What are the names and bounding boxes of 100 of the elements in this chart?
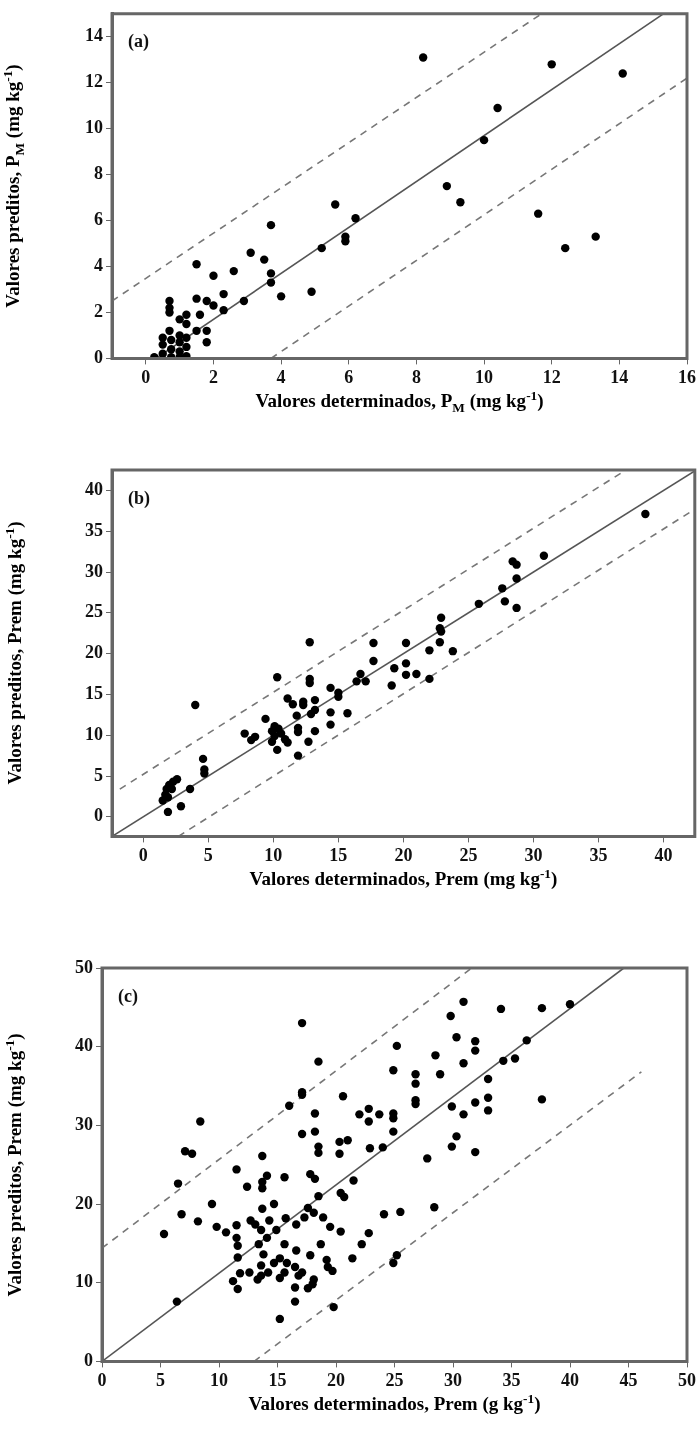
point xyxy=(209,301,218,310)
y-tick-label: 6 xyxy=(94,209,103,230)
point xyxy=(276,292,286,301)
y-tick-label: 0 xyxy=(94,347,103,368)
x-axis-title: Valores determinados, Prem (mg kg$^{-1}$) xyxy=(248,866,559,891)
point xyxy=(192,326,201,336)
x-tick-label: 15 xyxy=(268,1369,287,1390)
x-tick-label: 12 xyxy=(542,366,561,387)
y-tick-label: 30 xyxy=(75,1114,93,1135)
annotation: (c) xyxy=(118,985,138,1007)
x-tick-label: 6 xyxy=(344,366,354,387)
y-tick-label: 2 xyxy=(94,301,103,322)
point xyxy=(307,287,316,296)
y-tick-label: 10 xyxy=(75,1271,93,1292)
point xyxy=(442,181,452,191)
x-tick-label: 16 xyxy=(678,366,696,387)
point xyxy=(192,260,201,269)
x-tick-label: 45 xyxy=(619,1369,638,1390)
x-tick-label: 0 xyxy=(141,366,151,387)
annotation: (a) xyxy=(128,31,149,53)
point xyxy=(317,243,326,253)
point xyxy=(175,315,184,324)
x-tick-label: 10 xyxy=(264,844,283,865)
point xyxy=(202,338,211,347)
point xyxy=(341,237,350,246)
x-tick-label: 0 xyxy=(138,844,148,865)
point xyxy=(618,69,627,78)
y-tick-label: 10 xyxy=(85,117,103,138)
x-tick-label: 4 xyxy=(276,366,286,387)
point xyxy=(229,266,238,276)
y-tick-label: 14 xyxy=(85,25,103,46)
point xyxy=(493,103,502,113)
y-tick-label: 20 xyxy=(75,1192,93,1213)
x-tick-label: 25 xyxy=(385,1369,404,1390)
x-tick-label: 20 xyxy=(327,1369,345,1390)
point xyxy=(266,269,276,278)
y-tick-label: 0 xyxy=(94,805,103,826)
x-tick-label: 30 xyxy=(444,1369,462,1390)
y-tick-label: 10 xyxy=(85,723,103,744)
y-tick-label: 40 xyxy=(75,1035,93,1056)
x-tick-label: 40 xyxy=(654,844,673,865)
y-tick-label: 50 xyxy=(75,956,93,977)
y-tick-label: 0 xyxy=(84,1350,93,1371)
point xyxy=(418,53,428,62)
point xyxy=(351,214,360,223)
y-tick-label: 8 xyxy=(94,163,103,184)
y-tick-label: 35 xyxy=(85,519,103,540)
point xyxy=(266,220,276,230)
point xyxy=(547,60,556,69)
x-tick-label: 10 xyxy=(210,1369,228,1390)
point xyxy=(266,278,276,287)
y-tick-label: 15 xyxy=(85,683,103,704)
point xyxy=(175,338,184,347)
x-tick-label: 10 xyxy=(475,366,494,387)
point xyxy=(219,305,228,315)
point xyxy=(182,319,191,329)
point xyxy=(561,243,570,253)
x-tick-label: 25 xyxy=(459,844,478,865)
y-tick-label: 4 xyxy=(94,255,103,276)
point xyxy=(166,335,176,345)
x-tick-label: 5 xyxy=(156,1369,165,1390)
point xyxy=(195,310,205,319)
x-tick-label: 15 xyxy=(329,844,348,865)
point xyxy=(192,294,201,303)
point xyxy=(166,345,176,354)
x-tick-label: 40 xyxy=(561,1369,579,1390)
x-tick-label: 20 xyxy=(394,844,413,865)
point xyxy=(202,326,211,336)
y-tick-label: 20 xyxy=(85,642,103,663)
point xyxy=(246,248,255,257)
point xyxy=(165,326,174,336)
y-tick-label: 30 xyxy=(85,560,103,581)
point xyxy=(239,296,249,306)
point xyxy=(209,271,218,280)
point xyxy=(202,296,211,306)
point xyxy=(219,289,228,299)
point xyxy=(182,333,191,342)
x-tick-label: 8 xyxy=(411,366,421,387)
point xyxy=(331,200,340,209)
x-tick-label: 35 xyxy=(589,844,608,865)
point xyxy=(165,296,174,306)
x-axis-title: Valores determinados, Prem (g kg$^{-1}$) xyxy=(247,1391,542,1416)
point xyxy=(182,310,191,319)
annotation: (b) xyxy=(128,487,150,509)
x-tick-label: 30 xyxy=(524,844,543,865)
point xyxy=(533,209,543,218)
y-tick-label: 5 xyxy=(94,764,103,785)
y-tick-label: 40 xyxy=(85,479,103,500)
point xyxy=(182,342,191,352)
point xyxy=(456,197,465,207)
x-tick-label: 14 xyxy=(610,366,629,387)
y-tick-label: 25 xyxy=(85,601,103,622)
x-tick-label: 2 xyxy=(208,366,218,387)
point xyxy=(158,340,167,349)
point xyxy=(479,135,489,145)
point xyxy=(591,232,600,241)
x-tick-label: 5 xyxy=(203,844,213,865)
point xyxy=(260,255,269,264)
x-axis-title: Valores determinados, P$_{M}$ (mg kg$^{-1}$) xyxy=(254,388,545,417)
x-tick-label: 50 xyxy=(678,1369,696,1390)
